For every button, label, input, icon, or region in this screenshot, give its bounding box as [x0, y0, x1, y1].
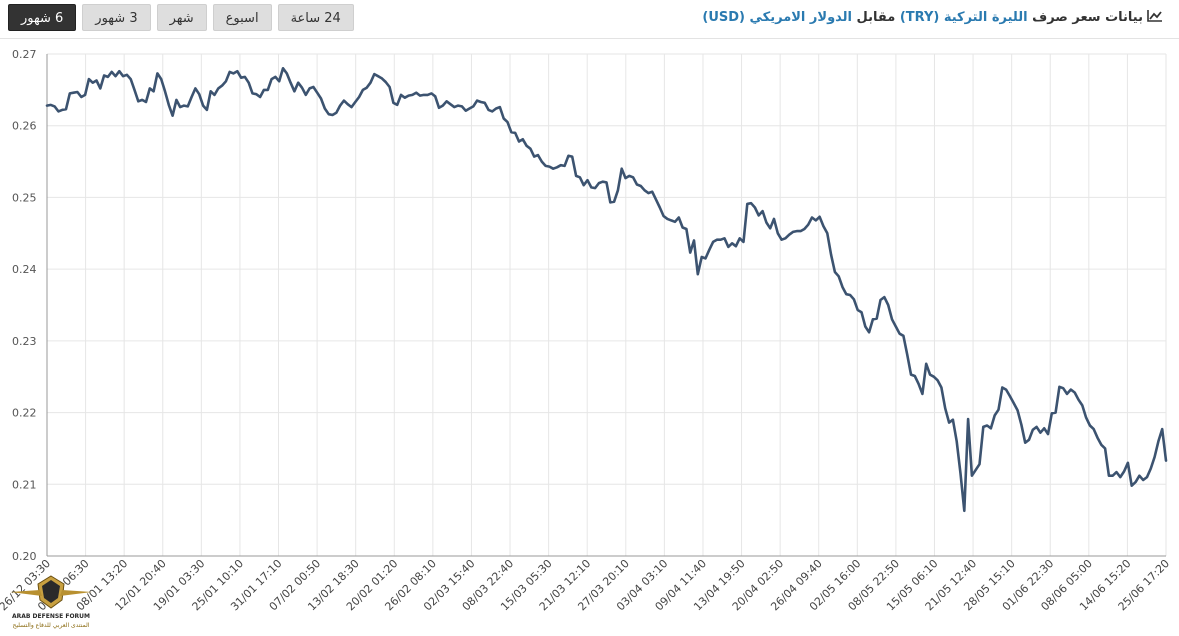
- range-button-week[interactable]: اسبوع: [212, 4, 272, 31]
- y-tick-label: 0.26: [12, 120, 37, 133]
- logo-text-en: ARAB DEFENSE FORUM: [12, 613, 90, 620]
- range-button-month[interactable]: شهر: [156, 4, 207, 31]
- y-tick-label: 0.20: [12, 550, 37, 563]
- y-tick-label: 0.21: [12, 478, 37, 491]
- title-prefix: بيانات سعر صرف: [1027, 10, 1143, 25]
- y-axis-ticks: 0.27 0.26 0.25 0.24 0.23 0.22 0.21 0.20: [12, 48, 37, 563]
- line-chart-icon: [1147, 9, 1163, 26]
- y-tick-label: 0.22: [12, 407, 37, 420]
- chart-grid: [46, 53, 1167, 557]
- y-tick-label: 0.25: [12, 191, 37, 204]
- watermark-logo: ARAB DEFENSE FORUM المنتدى العربي للدفاع…: [6, 572, 96, 632]
- range-button-group: 6 شهور 3 شهور شهر اسبوع 24 ساعة: [8, 4, 354, 31]
- eagle-shield-icon: ARAB DEFENSE FORUM المنتدى العربي للدفاع…: [10, 575, 92, 629]
- range-button-24-hours[interactable]: 24 ساعة: [277, 4, 354, 31]
- y-tick-label: 0.24: [12, 263, 37, 276]
- range-button-3-months[interactable]: 3 شهور: [82, 4, 151, 31]
- top-bar: 6 شهور 3 شهور شهر اسبوع 24 ساعة بيانات س…: [0, 0, 1179, 39]
- exchange-rate-chart: 0.27 0.26 0.25 0.24 0.23 0.22 0.21 0.20 26/12 0…: [0, 48, 1172, 614]
- base-currency-link[interactable]: الليرة التركية (TRY): [899, 10, 1028, 25]
- logo-text-ar: المنتدى العربي للدفاع والتسليح: [13, 622, 90, 629]
- range-button-6-months[interactable]: 6 شهور: [8, 4, 77, 31]
- chart-title: بيانات سعر صرف الليرة التركية (TRY) مقاب…: [702, 9, 1163, 26]
- y-tick-label: 0.23: [12, 335, 37, 348]
- title-middle: مقابل: [852, 10, 900, 25]
- y-tick-label: 0.27: [12, 48, 37, 61]
- quote-currency-link[interactable]: الدولار الامريكي (USD): [702, 10, 852, 25]
- series-line-try-usd: [45, 67, 1168, 513]
